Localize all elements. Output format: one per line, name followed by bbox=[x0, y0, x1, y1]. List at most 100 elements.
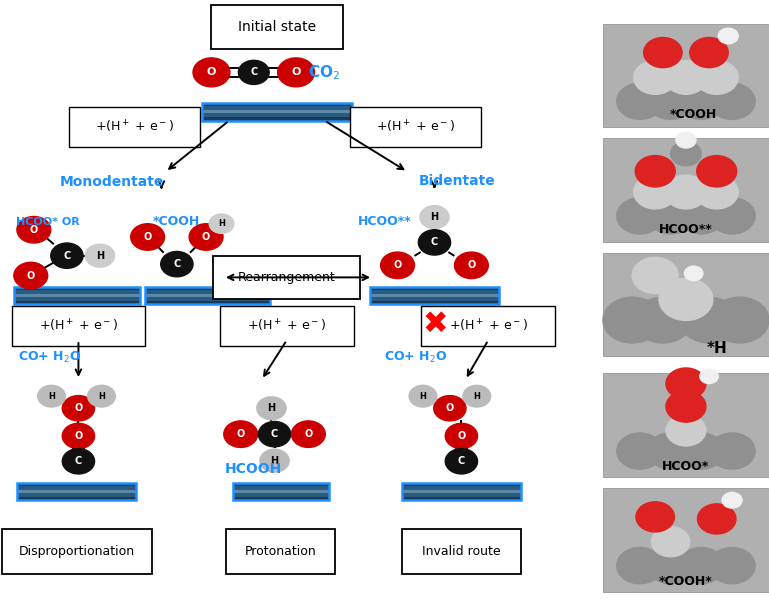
Text: Protonation: Protonation bbox=[245, 545, 317, 558]
Circle shape bbox=[161, 251, 193, 277]
Circle shape bbox=[709, 83, 755, 119]
Text: O: O bbox=[237, 429, 245, 439]
Text: HCOO* OR: HCOO* OR bbox=[16, 217, 79, 227]
Text: O: O bbox=[75, 403, 82, 413]
Text: O: O bbox=[30, 225, 38, 235]
Circle shape bbox=[238, 60, 269, 84]
Bar bbox=[401, 490, 521, 493]
Circle shape bbox=[666, 368, 706, 399]
Text: Bidentate: Bidentate bbox=[419, 174, 496, 188]
FancyBboxPatch shape bbox=[226, 529, 335, 574]
FancyBboxPatch shape bbox=[213, 256, 360, 298]
Bar bbox=[201, 110, 352, 113]
Circle shape bbox=[209, 214, 234, 233]
Text: HCOO**: HCOO** bbox=[659, 223, 713, 236]
Circle shape bbox=[445, 449, 478, 474]
Circle shape bbox=[695, 60, 738, 94]
Circle shape bbox=[680, 297, 738, 343]
Text: C: C bbox=[431, 238, 438, 247]
Text: CO+ H$_2$O: CO+ H$_2$O bbox=[18, 349, 82, 365]
Bar bbox=[603, 138, 768, 242]
Text: CO+ H$_2$O: CO+ H$_2$O bbox=[384, 349, 447, 365]
Bar bbox=[201, 103, 352, 121]
Circle shape bbox=[14, 262, 48, 289]
Circle shape bbox=[666, 391, 706, 422]
Circle shape bbox=[88, 385, 115, 407]
Circle shape bbox=[647, 198, 694, 234]
Bar bbox=[15, 291, 139, 294]
Text: O: O bbox=[446, 403, 454, 413]
FancyBboxPatch shape bbox=[12, 306, 145, 346]
Bar bbox=[201, 103, 352, 106]
Circle shape bbox=[632, 257, 678, 294]
Text: Invalid route: Invalid route bbox=[422, 545, 501, 558]
FancyBboxPatch shape bbox=[69, 107, 200, 147]
Bar bbox=[232, 496, 329, 500]
FancyBboxPatch shape bbox=[421, 306, 555, 346]
Text: H: H bbox=[96, 251, 104, 260]
Bar bbox=[401, 496, 521, 500]
FancyBboxPatch shape bbox=[350, 107, 481, 147]
Circle shape bbox=[445, 423, 478, 449]
Circle shape bbox=[722, 493, 742, 508]
Circle shape bbox=[260, 449, 289, 472]
Circle shape bbox=[617, 83, 663, 119]
Text: H: H bbox=[271, 456, 278, 466]
Circle shape bbox=[51, 243, 83, 268]
Bar bbox=[401, 487, 521, 490]
Bar bbox=[15, 294, 139, 297]
Circle shape bbox=[684, 266, 703, 280]
Circle shape bbox=[278, 58, 315, 87]
Circle shape bbox=[62, 423, 95, 449]
Bar bbox=[18, 483, 136, 487]
Circle shape bbox=[635, 156, 675, 187]
Bar bbox=[15, 297, 139, 300]
Circle shape bbox=[709, 433, 755, 469]
Text: H: H bbox=[431, 212, 438, 222]
Circle shape bbox=[617, 433, 663, 469]
Text: C: C bbox=[173, 259, 181, 269]
Circle shape bbox=[291, 421, 325, 447]
Circle shape bbox=[85, 244, 115, 267]
Bar bbox=[18, 496, 136, 500]
Circle shape bbox=[634, 60, 677, 94]
Circle shape bbox=[678, 433, 724, 469]
Circle shape bbox=[224, 421, 258, 447]
Text: CO$_2$: CO$_2$ bbox=[308, 63, 340, 82]
Text: H: H bbox=[474, 392, 480, 400]
Bar bbox=[232, 493, 329, 496]
Bar bbox=[370, 287, 499, 291]
Circle shape bbox=[709, 548, 755, 584]
Text: C: C bbox=[63, 251, 71, 260]
Circle shape bbox=[647, 83, 694, 119]
Circle shape bbox=[678, 548, 724, 584]
Bar bbox=[401, 483, 521, 487]
Text: +(H$^+$ + e$^-$): +(H$^+$ + e$^-$) bbox=[95, 118, 174, 135]
Circle shape bbox=[697, 156, 737, 187]
Bar bbox=[15, 287, 139, 291]
Text: O: O bbox=[291, 68, 301, 77]
Circle shape bbox=[651, 526, 690, 557]
FancyBboxPatch shape bbox=[211, 5, 343, 49]
Text: O: O bbox=[305, 429, 312, 439]
Text: HCOO*: HCOO* bbox=[662, 460, 710, 473]
Circle shape bbox=[647, 548, 694, 584]
FancyBboxPatch shape bbox=[220, 306, 354, 346]
Text: +(H$^+$ + e$^-$): +(H$^+$ + e$^-$) bbox=[39, 317, 118, 334]
Circle shape bbox=[17, 216, 51, 243]
Circle shape bbox=[193, 58, 230, 87]
Text: H: H bbox=[48, 392, 55, 400]
Text: Initial state: Initial state bbox=[238, 20, 316, 34]
Bar bbox=[145, 291, 271, 294]
Bar bbox=[603, 373, 768, 477]
Text: +(H$^+$ + e$^-$): +(H$^+$ + e$^-$) bbox=[248, 317, 326, 334]
Text: O: O bbox=[458, 431, 465, 441]
Bar bbox=[145, 287, 271, 291]
Circle shape bbox=[463, 385, 491, 407]
Text: O: O bbox=[207, 68, 216, 77]
Circle shape bbox=[189, 224, 223, 250]
Text: HCOOH: HCOOH bbox=[225, 462, 282, 476]
Bar bbox=[145, 300, 271, 304]
Text: C: C bbox=[458, 456, 465, 466]
Text: +(H$^+$ + e$^-$): +(H$^+$ + e$^-$) bbox=[376, 118, 454, 135]
